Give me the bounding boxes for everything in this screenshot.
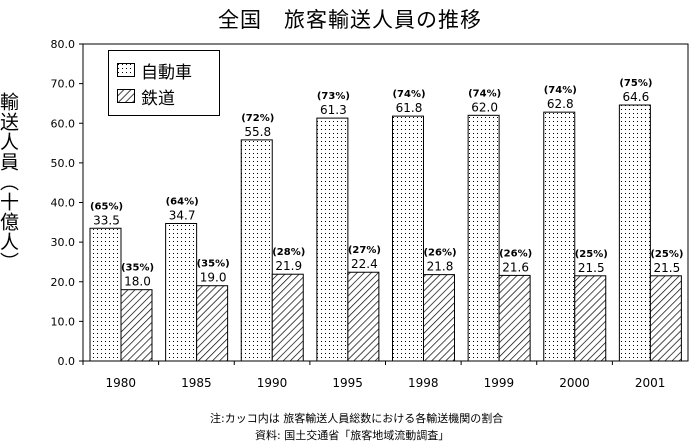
share-label: (72%) [241, 113, 274, 124]
bar-car [618, 104, 651, 362]
value-label: 19.0 [200, 271, 227, 285]
bar-car [316, 117, 349, 362]
value-label: 61.3 [320, 103, 347, 117]
x-tick-label: 2001 [635, 376, 666, 390]
share-label: (73%) [317, 91, 350, 102]
value-label: 61.8 [396, 101, 423, 115]
y-tick-label: 30.0 [51, 236, 76, 249]
y-tick-label: 80.0 [51, 38, 76, 51]
share-label: (64%) [166, 197, 199, 208]
share-label: (35%) [121, 263, 154, 274]
x-tick-label: 1999 [484, 376, 515, 390]
y-tick-label: 40.0 [51, 197, 76, 210]
plot-area: 0.010.020.030.040.050.060.070.080.033.5(… [51, 38, 689, 390]
bar-rail [271, 273, 304, 362]
legend-swatch-hatch [117, 89, 135, 103]
value-label: 62.8 [547, 97, 574, 111]
value-label: 34.7 [169, 209, 196, 223]
y-tick-label: 50.0 [51, 157, 76, 170]
bar-rail [574, 275, 607, 362]
share-label: (25%) [575, 249, 608, 260]
y-tick-label: 60.0 [51, 117, 76, 130]
value-label: 21.5 [654, 261, 681, 275]
share-label: (74%) [392, 89, 425, 100]
bar-rail [196, 285, 229, 362]
value-label: 21.5 [578, 261, 605, 275]
chart-title: 全国 旅客輸送人員の推移 [218, 8, 482, 32]
x-tick-label: 1998 [408, 376, 439, 390]
x-tick-label: 2000 [559, 376, 590, 390]
legend-swatch-dots [117, 63, 135, 77]
share-label: (65%) [90, 201, 123, 212]
bar-rail [347, 271, 380, 362]
x-tick-label: 1985 [181, 376, 212, 390]
share-label: (74%) [544, 85, 577, 96]
y-tick-label: 10.0 [51, 315, 76, 328]
bar-car [89, 227, 122, 362]
share-label: (27%) [348, 245, 381, 256]
value-label: 62.0 [471, 100, 498, 114]
value-label: 18.0 [124, 275, 151, 289]
value-label: 21.8 [427, 260, 454, 274]
share-label: (26%) [423, 248, 456, 259]
share-label: (75%) [619, 78, 652, 89]
value-label: 21.6 [502, 260, 529, 274]
value-label: 64.6 [623, 90, 650, 104]
value-label: 21.9 [275, 259, 302, 273]
x-tick-label: 1980 [106, 376, 137, 390]
bar-car [165, 223, 198, 362]
bar-rail [120, 289, 153, 362]
legend: 自動車 鉄道 [108, 50, 220, 116]
y-tick-label: 70.0 [51, 78, 76, 91]
note-line-2: 資料: 国土交通省「旅客地域流動調査」 [255, 429, 450, 442]
y-tick-label: 20.0 [51, 276, 76, 289]
share-label: (28%) [272, 247, 305, 258]
bar-rail [423, 274, 455, 362]
value-label: 55.8 [244, 125, 271, 139]
value-label: 22.4 [351, 257, 378, 271]
note-line-1: 注:カッコ内は 旅客輸送人員総数における各輸送機関の割合 [210, 412, 504, 425]
y-axis-label: 輸送人員（十億人） [0, 92, 19, 272]
legend-label-rail: 鉄道 [141, 88, 175, 109]
share-label: (35%) [197, 259, 230, 270]
bar-car [543, 111, 576, 362]
legend-label-car: 自動車 [141, 62, 192, 83]
bar-car [467, 114, 500, 362]
share-label: (25%) [650, 249, 683, 260]
value-label: 33.5 [93, 213, 120, 227]
share-label: (26%) [499, 248, 532, 259]
bar-car [240, 139, 273, 362]
legend-item-car: 自動車 [117, 59, 192, 83]
legend-item-rail: 鉄道 [117, 85, 175, 109]
bar-rail [498, 274, 531, 362]
x-tick-label: 1995 [332, 376, 363, 390]
y-tick-label: 0.0 [58, 355, 76, 368]
bar-car [392, 115, 424, 362]
x-tick-label: 1990 [257, 376, 288, 390]
bar-rail [649, 275, 682, 362]
share-label: (74%) [468, 88, 501, 99]
